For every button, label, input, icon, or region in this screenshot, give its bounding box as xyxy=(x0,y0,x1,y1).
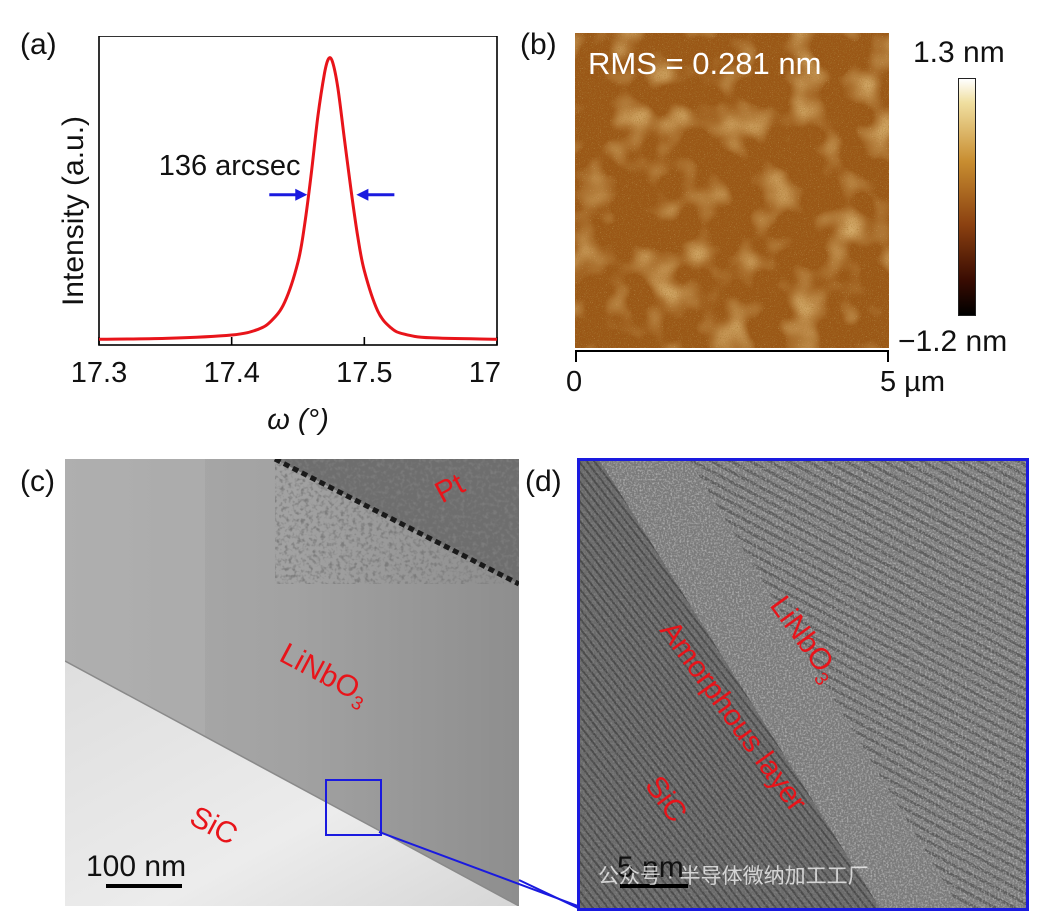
color-scale-bar xyxy=(958,78,976,316)
x-tick-label: 17.6 xyxy=(469,357,502,389)
scale-bar-100nm xyxy=(106,884,182,888)
hrtem-interface-image xyxy=(577,458,1029,911)
plot-frame xyxy=(98,36,498,346)
fwhm-arrow-left xyxy=(269,188,308,201)
y-axis-label: Intensity (a.u.) xyxy=(57,116,90,306)
panel-c-label: (c) xyxy=(20,465,55,498)
afm-scale-axis xyxy=(575,350,889,352)
x-tick-label: 17.3 xyxy=(71,357,127,389)
tem-cross-section-image xyxy=(65,459,519,906)
zoom-region-box xyxy=(325,779,382,836)
afm-axis-start-label: 0 xyxy=(566,366,583,398)
x-axis-label: ω (°) xyxy=(267,404,329,436)
panel-d-label: (d) xyxy=(525,465,562,498)
panel-a-chart: Intensity (a.u.) 17.3 17.4 17.5 17.6 136 ar… xyxy=(52,36,502,436)
x-tick-label: 17.5 xyxy=(336,357,392,389)
scale-bar-label-100nm: 100 nm xyxy=(86,850,187,883)
panel-b-label: (b) xyxy=(520,28,557,61)
rocking-curve-line xyxy=(98,56,498,341)
afm-axis-tick-end xyxy=(887,350,889,362)
afm-axis-tick-start xyxy=(575,350,577,362)
scale-bar-label-5nm: 5 nm xyxy=(617,851,684,884)
rms-roughness-text: RMS = 0.281 nm xyxy=(588,46,822,81)
x-tick-label: 17.4 xyxy=(203,357,259,389)
color-scale-max: 1.3 nm xyxy=(913,36,1005,69)
scale-bar-5nm xyxy=(620,884,688,888)
afm-topography-image xyxy=(575,33,889,348)
watermark-text: 公众号 · 半导体微纳加工工厂 xyxy=(598,865,869,888)
fwhm-arrow-right xyxy=(356,188,395,201)
fwhm-annotation: 136 arcsec xyxy=(159,150,301,182)
color-scale-min: −1.2 nm xyxy=(898,325,1008,358)
panel-a-label: (a) xyxy=(20,28,57,61)
afm-axis-end-label: 5 µm xyxy=(880,366,946,398)
